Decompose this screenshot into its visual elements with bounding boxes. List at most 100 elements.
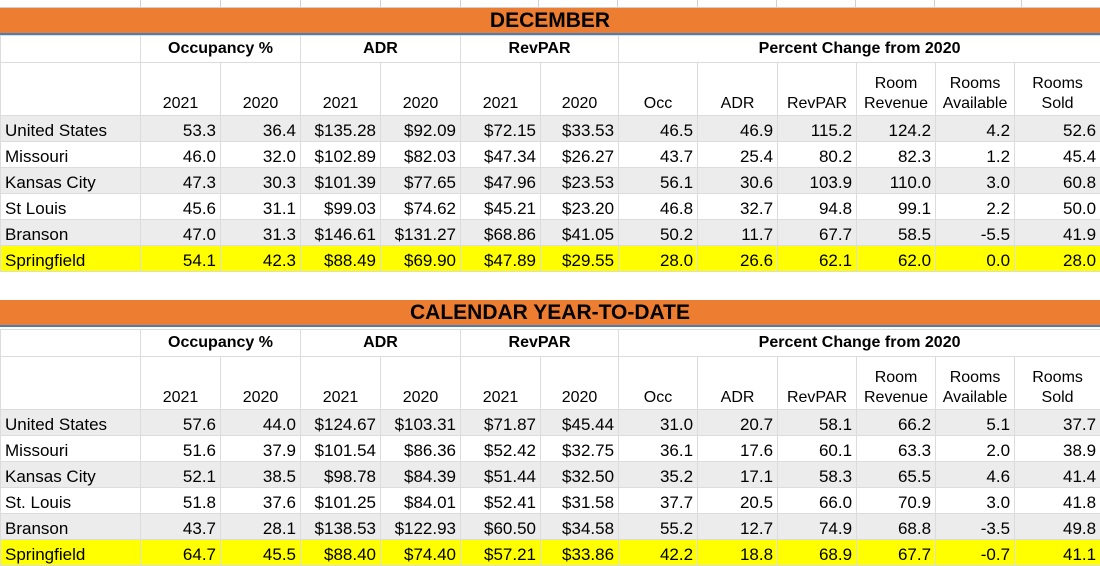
table-cell: 41.9 <box>1015 220 1100 246</box>
table-cell: $47.34 <box>461 142 541 168</box>
table-cell: 37.7 <box>1015 410 1100 436</box>
table-cell: 12.7 <box>698 514 778 540</box>
table-cell: 31.0 <box>619 410 698 436</box>
table-cell: 54.1 <box>141 246 221 272</box>
table-cell: 46.0 <box>141 142 221 168</box>
table-cell: 31.1 <box>221 194 301 220</box>
table-cell: 2.0 <box>936 436 1015 462</box>
table-cell: 35.2 <box>619 462 698 488</box>
table-cell: 47.3 <box>141 168 221 194</box>
column-header: 2021 <box>141 357 221 410</box>
table-cell: 66.0 <box>778 488 857 514</box>
table-cell: $41.05 <box>541 220 619 246</box>
column-header: Rooms Available <box>936 357 1015 410</box>
column-header: Rooms Sold <box>1015 357 1100 410</box>
table-cell: 68.8 <box>857 514 936 540</box>
table-cell: $71.87 <box>461 410 541 436</box>
group-header: ADR <box>301 36 461 63</box>
table-cell: 51.6 <box>141 436 221 462</box>
table-cell: 99.1 <box>857 194 936 220</box>
table-cell: $82.03 <box>381 142 461 168</box>
table-cell: 18.8 <box>698 540 778 566</box>
table-cell: 94.8 <box>778 194 857 220</box>
year-to-date-table: Occupancy % ADR RevPAR Percent Change fr… <box>0 329 1100 566</box>
table-cell: 5.1 <box>936 410 1015 436</box>
row-label: St. Louis <box>1 488 141 514</box>
table-cell: $33.53 <box>541 116 619 142</box>
table-cell: $101.39 <box>301 168 381 194</box>
row-label: United States <box>1 410 141 436</box>
section-title-december: DECEMBER <box>0 8 1100 35</box>
table-cell: 103.9 <box>778 168 857 194</box>
table-cell: 25.4 <box>698 142 778 168</box>
table-cell: 30.6 <box>698 168 778 194</box>
table-cell: 37.6 <box>221 488 301 514</box>
table-cell: 67.7 <box>857 540 936 566</box>
table-cell: 2.2 <box>936 194 1015 220</box>
column-header: 2020 <box>221 63 301 116</box>
table-cell: 60.1 <box>778 436 857 462</box>
row-label: Kansas City <box>1 168 141 194</box>
table-cell: $98.78 <box>301 462 381 488</box>
table-cell: 110.0 <box>857 168 936 194</box>
table-cell: $146.61 <box>301 220 381 246</box>
column-header: Occ <box>619 63 698 116</box>
table-cell: 3.0 <box>936 488 1015 514</box>
table-cell: 70.9 <box>857 488 936 514</box>
table-cell: 82.3 <box>857 142 936 168</box>
column-header: RevPAR <box>778 63 857 116</box>
table-cell: $45.21 <box>461 194 541 220</box>
table-cell: $84.39 <box>381 462 461 488</box>
column-header: 2020 <box>381 357 461 410</box>
column-header: 2020 <box>541 63 619 116</box>
table-cell: -5.5 <box>936 220 1015 246</box>
table-cell: $57.21 <box>461 540 541 566</box>
table-cell: $103.31 <box>381 410 461 436</box>
table-cell: 66.2 <box>857 410 936 436</box>
table-cell: 124.2 <box>857 116 936 142</box>
table-cell: 64.7 <box>141 540 221 566</box>
table-cell: $86.36 <box>381 436 461 462</box>
table-cell: 50.0 <box>1015 194 1100 220</box>
table-cell: 58.5 <box>857 220 936 246</box>
table-cell: 37.7 <box>619 488 698 514</box>
table-cell: 49.8 <box>1015 514 1100 540</box>
table-cell: 32.7 <box>698 194 778 220</box>
table-cell: 42.2 <box>619 540 698 566</box>
row-label: Kansas City <box>1 462 141 488</box>
table-cell: $51.44 <box>461 462 541 488</box>
table-cell: 17.6 <box>698 436 778 462</box>
table-cell: 3.0 <box>936 168 1015 194</box>
group-header: Occupancy % <box>141 36 301 63</box>
table-cell: 36.1 <box>619 436 698 462</box>
column-header: 2020 <box>221 357 301 410</box>
column-header: 2021 <box>461 63 541 116</box>
column-header: ADR <box>698 63 778 116</box>
table-cell: $23.20 <box>541 194 619 220</box>
table-cell: $32.75 <box>541 436 619 462</box>
column-header: 2020 <box>381 63 461 116</box>
table-cell: $101.25 <box>301 488 381 514</box>
table-cell: 26.6 <box>698 246 778 272</box>
table-cell: 42.3 <box>221 246 301 272</box>
table-cell: 38.5 <box>221 462 301 488</box>
table-cell: $23.53 <box>541 168 619 194</box>
table-cell: 52.1 <box>141 462 221 488</box>
table-cell: $102.89 <box>301 142 381 168</box>
table-cell: $68.86 <box>461 220 541 246</box>
group-header: Percent Change from 2020 <box>619 36 1100 63</box>
table-cell: 1.2 <box>936 142 1015 168</box>
table-cell: -0.7 <box>936 540 1015 566</box>
table-cell: 115.2 <box>778 116 857 142</box>
table-cell: $74.40 <box>381 540 461 566</box>
table-cell: 20.5 <box>698 488 778 514</box>
column-header: RevPAR <box>778 357 857 410</box>
row-label: Missouri <box>1 436 141 462</box>
table-cell: 57.6 <box>141 410 221 436</box>
table-cell: 62.0 <box>857 246 936 272</box>
